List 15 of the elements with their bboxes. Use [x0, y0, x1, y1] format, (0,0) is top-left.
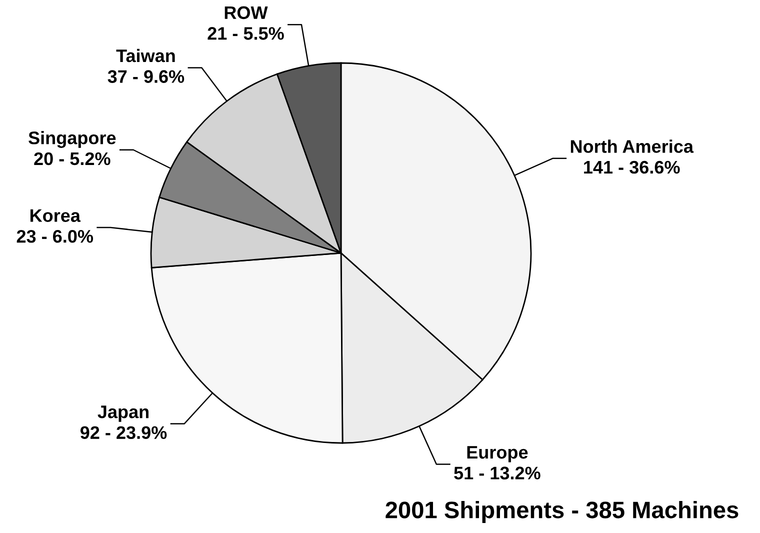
- slice-label: Singapore: [28, 131, 116, 148]
- slice-label: North America: [570, 140, 694, 153]
- slice-label: Japan: [98, 406, 148, 422]
- data-label: 20 - 5.2%: [34, 152, 110, 166]
- data-label: 141 - 36.6%: [584, 160, 680, 174]
- data-label: 92 - 23.9%: [80, 426, 167, 440]
- data-label: 51 - 13.2%: [454, 466, 540, 480]
- text: 2001 Shipments - 385 Machines: [386, 500, 738, 524]
- slice-label: ROW: [224, 6, 268, 20]
- data-label: 21 - 5.5%: [208, 27, 284, 40]
- slice-label: Taiwan: [116, 48, 175, 62]
- data-label: 37 - 9.6%: [108, 70, 184, 83]
- slice-label: Europe: [467, 446, 528, 462]
- slice-label: Korea: [30, 209, 81, 222]
- data-label: 23 - 6.0%: [16, 230, 94, 243]
